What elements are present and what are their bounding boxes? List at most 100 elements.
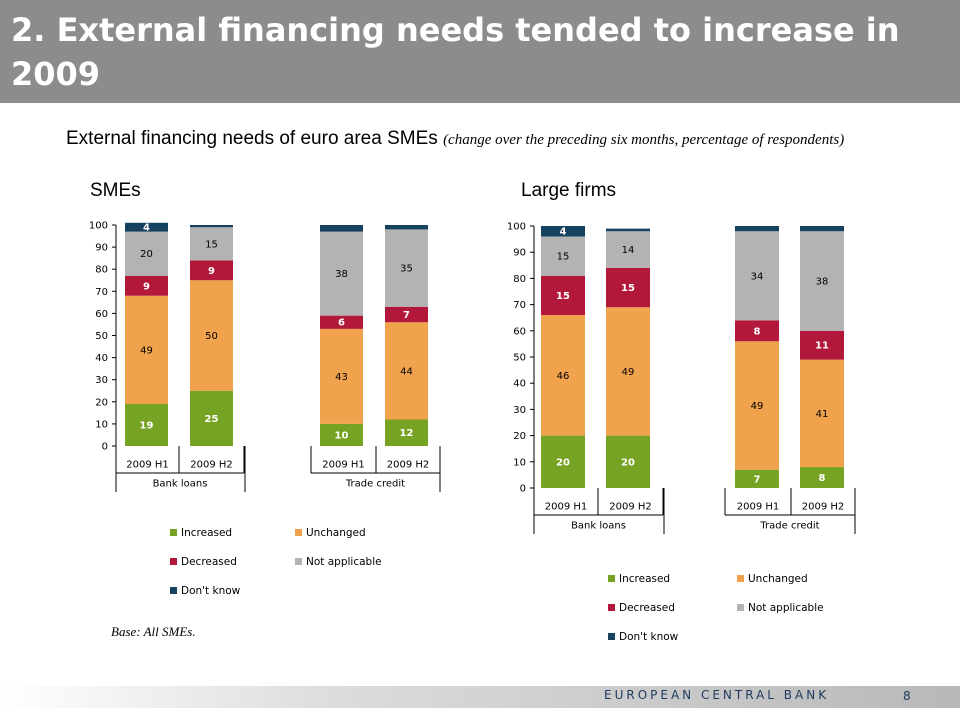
x-group-label: Trade credit xyxy=(759,521,819,532)
chart-heading-text: External financing needs of euro area SM… xyxy=(66,128,438,149)
legend-swatch xyxy=(170,558,177,565)
legend-label: Don't know xyxy=(181,585,241,597)
bar-segment xyxy=(606,228,650,232)
legend-label: Unchanged xyxy=(748,573,808,585)
data-label: 9 xyxy=(208,266,215,277)
x-category-label: 2009 H1 xyxy=(545,502,588,513)
y-tick-label: 10 xyxy=(513,457,526,468)
bar-segment xyxy=(320,225,363,232)
data-label: 8 xyxy=(819,473,826,484)
x-category-label: 2009 H2 xyxy=(190,460,233,471)
data-label: 20 xyxy=(140,249,153,260)
data-label: 14 xyxy=(622,245,635,256)
x-category-label: 2009 H1 xyxy=(737,502,780,513)
data-label: 15 xyxy=(205,239,218,250)
x-group-label: Trade credit xyxy=(345,479,405,490)
bar-segment xyxy=(320,231,363,316)
data-label: 46 xyxy=(557,371,570,382)
bar-segment xyxy=(385,306,428,323)
y-tick-label: 50 xyxy=(95,331,108,342)
y-tick-label: 60 xyxy=(95,309,108,320)
legend-swatch xyxy=(170,587,177,594)
bar-segment xyxy=(800,226,844,232)
bar-segment xyxy=(800,330,844,360)
slide-title: 2. External financing needs tended to in… xyxy=(11,11,900,93)
y-tick-label: 10 xyxy=(95,419,108,430)
x-category-label: 2009 H2 xyxy=(802,502,845,513)
bar-segment xyxy=(606,231,650,268)
bar-segment xyxy=(735,469,779,488)
bar-segment xyxy=(606,435,650,488)
data-label: 10 xyxy=(335,430,349,441)
data-label: 7 xyxy=(754,474,761,485)
x-category-label: 2009 H1 xyxy=(126,460,169,471)
data-label: 6 xyxy=(338,318,345,329)
legend-swatch xyxy=(608,575,615,582)
y-tick-label: 50 xyxy=(513,353,526,364)
y-tick-label: 90 xyxy=(95,243,108,254)
data-label: 49 xyxy=(140,345,153,356)
y-tick-label: 40 xyxy=(95,353,108,364)
bar-segment xyxy=(385,225,428,230)
legend-swatch xyxy=(737,575,744,582)
data-label: 35 xyxy=(400,264,413,275)
data-label: 20 xyxy=(621,457,635,468)
legend-label: Not applicable xyxy=(306,556,382,568)
bar-segment xyxy=(125,231,168,276)
data-label: 34 xyxy=(751,271,764,282)
base-note: Base: All SMEs. xyxy=(111,624,196,639)
y-tick-label: 60 xyxy=(513,326,526,337)
bar-segment xyxy=(735,231,779,321)
y-tick-label: 70 xyxy=(513,300,526,311)
bar-segment xyxy=(190,225,233,228)
bar-segment xyxy=(190,280,233,391)
legend-label: Not applicable xyxy=(748,602,824,614)
x-group-label: Bank loans xyxy=(571,521,626,532)
chart-heading-note: (change over the preceding six months, p… xyxy=(443,132,845,148)
data-label: 38 xyxy=(335,269,348,280)
data-label: 41 xyxy=(816,409,829,420)
legend-swatch xyxy=(295,558,302,565)
data-label: 9 xyxy=(143,281,150,292)
data-label: 25 xyxy=(205,414,219,425)
legend-label: Decreased xyxy=(181,556,237,568)
y-tick-label: 100 xyxy=(89,221,108,232)
y-tick-label: 80 xyxy=(513,274,526,285)
bar-segment xyxy=(320,315,363,329)
footer-brand: EUROPEAN CENTRAL BANK xyxy=(604,688,830,702)
data-label: 12 xyxy=(400,428,414,439)
bar-segment xyxy=(125,404,168,446)
bar-segment xyxy=(735,341,779,470)
bar-segment xyxy=(800,467,844,488)
panel-title-smes: SMEs xyxy=(90,180,141,201)
data-label: 43 xyxy=(335,372,348,383)
legend-label: Don't know xyxy=(619,631,679,643)
bar-segment xyxy=(735,226,779,232)
data-label: 15 xyxy=(557,252,570,263)
bar-segment xyxy=(735,320,779,342)
bar-segment xyxy=(190,227,233,261)
bar-segment xyxy=(541,236,585,276)
data-label: 44 xyxy=(400,366,413,377)
y-tick-label: 0 xyxy=(520,484,526,495)
legend-swatch xyxy=(295,529,302,536)
y-tick-label: 90 xyxy=(513,248,526,259)
y-tick-label: 0 xyxy=(102,442,108,453)
y-tick-label: 30 xyxy=(513,405,526,416)
y-tick-label: 20 xyxy=(513,431,526,442)
legend-label: Unchanged xyxy=(306,527,366,539)
data-label: 8 xyxy=(754,326,761,337)
x-category-label: 2009 H1 xyxy=(322,460,365,471)
bar-segment xyxy=(320,423,363,446)
data-label: 15 xyxy=(556,291,570,302)
data-label: 50 xyxy=(205,331,218,342)
y-tick-label: 100 xyxy=(507,222,526,233)
data-label: 38 xyxy=(816,277,829,288)
y-tick-label: 30 xyxy=(95,375,108,386)
footer-band xyxy=(0,686,960,708)
bar-segment xyxy=(125,275,168,296)
legend-swatch xyxy=(170,529,177,536)
bar-segment xyxy=(541,226,585,237)
bar-segment xyxy=(800,359,844,468)
